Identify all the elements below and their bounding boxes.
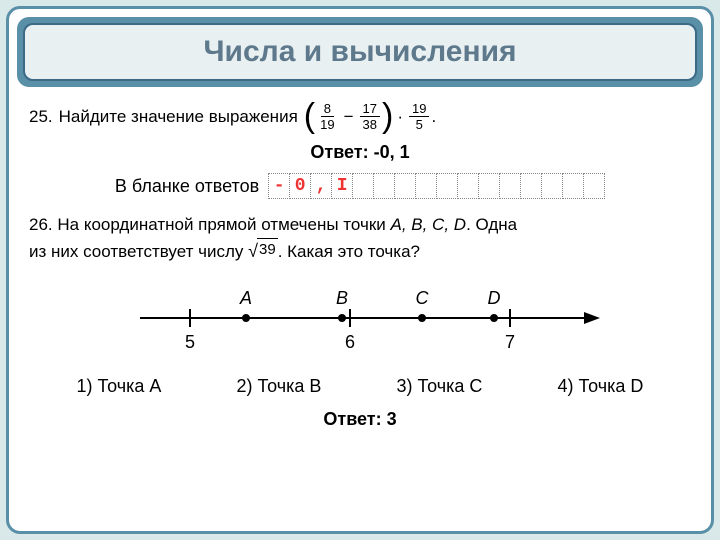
svg-text:C: C [416,288,430,308]
answer-cell: I [331,173,353,199]
option-4: 4) Точка D [558,376,644,397]
answer-cell [352,173,374,199]
answer-26: Ответ: 3 [29,409,691,430]
slide-outer: Числа и вычисления 25. Найдите значение … [0,0,720,540]
minus-op: − [344,107,354,127]
option-2: 2) Точка B [237,376,322,397]
answer-cell [394,173,416,199]
answer-cell [499,173,521,199]
problem-26-number: 26. [29,215,53,234]
expr-period: . [431,107,436,127]
answer-cell: 0 [289,173,311,199]
svg-text:7: 7 [505,332,515,352]
answer-cell [541,173,563,199]
answer-cell [583,173,605,199]
sqrt-expr: √39 [248,238,278,264]
blank-label: В бланке ответов [115,176,259,197]
options-row: 1) Точка A 2) Точка B 3) Точка C 4) Точк… [29,376,691,397]
fraction-3: 19 5 [409,101,429,132]
frac2-num: 17 [360,101,380,117]
expression: ( 8 19 − 17 38 ) · 19 5 [304,101,436,132]
fraction-2: 17 38 [360,101,380,132]
header-inner: Числа и вычисления [23,23,697,81]
svg-text:6: 6 [345,332,355,352]
frac3-num: 19 [409,101,429,117]
answer-cell [415,173,437,199]
sqrt-value: 39 [257,238,278,261]
fraction-1: 8 19 [317,101,337,132]
svg-text:D: D [488,288,501,308]
answer-cells: -0,I [269,173,605,199]
p26-line2a: из них соответствует числу [29,242,248,261]
problem-25-number: 25. [29,107,53,127]
answer-cell [373,173,395,199]
option-3: 3) Точка C [397,376,483,397]
answer-cell: - [268,173,290,199]
answer-blank-row: В бланке ответов -0,I [29,173,691,199]
svg-text:5: 5 [185,332,195,352]
frac1-num: 8 [321,101,334,117]
slide-frame: Числа и вычисления 25. Найдите значение … [6,6,714,534]
frac2-den: 38 [360,117,380,132]
answer-cell [436,173,458,199]
problem-25-text: Найдите значение выражения [59,107,298,127]
dot-op: · [397,107,403,127]
answer-cell [457,173,479,199]
header-box: Числа и вычисления [17,17,703,87]
slide-title: Числа и вычисления [25,35,695,69]
p26-line1a: На координатной прямой отмечены точки [57,215,390,234]
frac1-den: 19 [317,117,337,132]
answer-cell [520,173,542,199]
answer-cell: , [310,173,332,199]
paren-open: ( [304,103,315,130]
p26-line1b: . Одна [466,215,517,234]
option-1: 1) Точка A [77,376,162,397]
paren-close: ) [382,103,393,130]
problem-25: 25. Найдите значение выражения ( 8 19 − … [29,101,691,132]
frac3-den: 5 [413,117,426,132]
svg-text:B: B [336,288,348,308]
answer-25: Ответ: -0, 1 [29,142,691,163]
p26-line2b: . Какая это точка? [278,242,420,261]
problem-26: 26. На координатной прямой отмечены точк… [29,213,691,264]
p26-points: A, B, C, D [390,215,466,234]
svg-text:A: A [239,288,252,308]
number-line-svg: 5 6 7 A B C D [90,278,630,358]
content-area: 25. Найдите значение выражения ( 8 19 − … [17,97,703,430]
answer-cell [478,173,500,199]
number-line-diagram: 5 6 7 A B C D [29,278,691,358]
answer-cell [562,173,584,199]
